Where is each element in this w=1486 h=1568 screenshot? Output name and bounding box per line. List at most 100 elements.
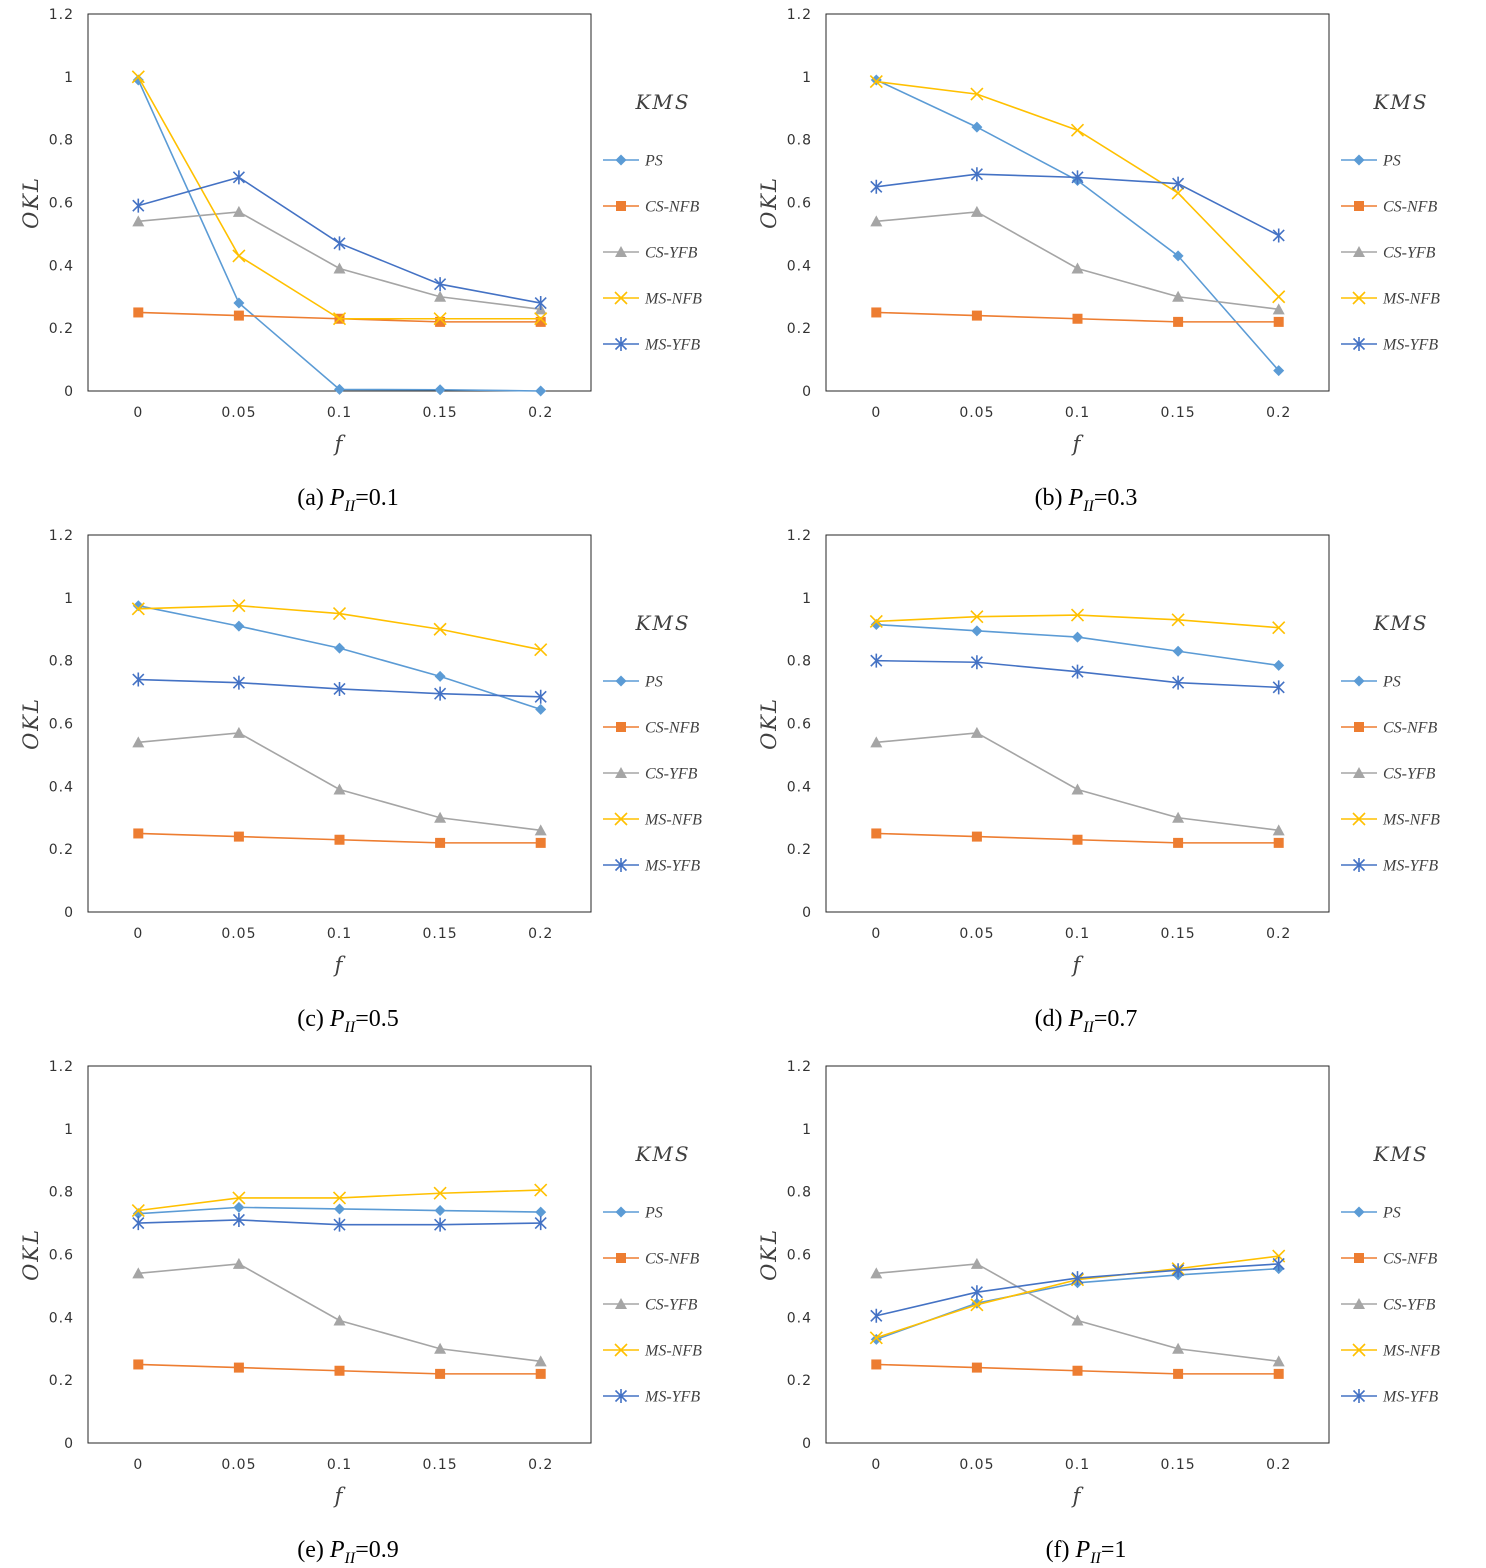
x-tick-label: 0.1 — [1065, 1457, 1090, 1473]
series-ms-nfb — [131, 1183, 548, 1218]
x-tick-label: 0.15 — [423, 926, 458, 942]
legend-marker — [1352, 1343, 1366, 1357]
series-ms-nfb — [131, 599, 548, 657]
panel-caption: (c) PII=0.5 — [297, 1006, 399, 1036]
data-point — [131, 1203, 145, 1218]
series-cs-nfb — [871, 307, 1284, 327]
x-tick-label: 0.15 — [1161, 405, 1196, 421]
data-point — [434, 811, 447, 823]
data-point — [334, 642, 345, 654]
legend-item: CS-NFB — [1341, 199, 1437, 216]
data-point — [1071, 664, 1084, 679]
series-ms-yfb — [870, 653, 1285, 695]
data-point — [535, 1206, 547, 1218]
y-axis-label: OKL — [757, 697, 781, 750]
legend-marker — [614, 337, 628, 351]
data-point — [1173, 1368, 1184, 1379]
data-point — [1071, 1314, 1084, 1326]
legend-label: CS-YFB — [1383, 1297, 1436, 1314]
legend-title: KMS — [1372, 90, 1428, 114]
x-axis-label: f — [1071, 953, 1084, 977]
series-ms-yfb — [132, 1212, 547, 1232]
data-point — [1272, 680, 1285, 695]
x-tick-label: 0.1 — [327, 405, 352, 421]
data-point — [535, 1368, 546, 1379]
legend-title: KMS — [1372, 611, 1428, 635]
x-tick-label: 0.2 — [1266, 926, 1291, 942]
series-line — [876, 623, 1279, 667]
legend-label: PS — [644, 153, 663, 170]
y-tick-label: 0.6 — [787, 196, 812, 212]
data-point — [870, 653, 883, 668]
data-point — [433, 312, 447, 326]
series-ms-yfb — [132, 170, 547, 311]
legend-title: KMS — [634, 90, 690, 114]
legend-item: MS-YFB — [1341, 337, 1438, 354]
data-point — [871, 307, 882, 318]
data-point — [333, 1314, 346, 1326]
data-point — [870, 74, 882, 86]
y-tick-label: 1.2 — [787, 7, 812, 23]
legend-item: MS-NFB — [603, 812, 702, 829]
x-tick-label: 0 — [871, 1457, 881, 1473]
y-tick-label: 0.4 — [49, 779, 74, 795]
data-point — [869, 74, 883, 89]
x-tick-label: 0 — [133, 1457, 143, 1473]
data-point — [333, 262, 346, 274]
data-point — [1273, 1368, 1284, 1379]
y-tick-label: 0.2 — [787, 1373, 812, 1389]
data-point — [334, 834, 345, 845]
data-point — [1172, 1263, 1185, 1278]
y-tick-label: 0.4 — [787, 779, 812, 795]
data-point — [131, 70, 145, 84]
legend-item: CS-YFB — [1341, 1297, 1436, 1314]
x-tick-label: 0 — [133, 926, 143, 942]
data-point — [535, 385, 547, 397]
y-tick-label: 0.2 — [787, 321, 812, 337]
series-line — [876, 732, 1279, 832]
data-point — [1171, 186, 1185, 200]
series-cs-yfb — [870, 1257, 1285, 1367]
data-point — [870, 1308, 883, 1323]
panel-caption: (a) PII=0.1 — [297, 485, 399, 515]
legend-item: MS-NFB — [1341, 1343, 1440, 1360]
chart-panel: 0 0.2 0.4 0.6 0.8 1 1.2 0 0.05 0.1 0.15 0.2 f OKL KMS P… — [757, 1059, 1440, 1567]
y-tick-label: 1.2 — [49, 528, 74, 544]
legend-item: MS-NFB — [603, 291, 702, 308]
y-tick-label: 0 — [64, 384, 74, 400]
legend-item: MS-YFB — [603, 337, 700, 354]
data-point — [534, 296, 547, 311]
data-point — [1072, 313, 1083, 324]
x-tick-label: 0 — [871, 926, 881, 942]
series-ms-nfb — [131, 70, 548, 326]
legend-label: CS-YFB — [645, 766, 698, 783]
x-tick-label: 0.1 — [327, 1457, 352, 1473]
data-point — [1070, 123, 1085, 137]
data-point — [534, 643, 548, 657]
legend-item: CS-NFB — [603, 1251, 699, 1268]
data-point — [332, 312, 347, 326]
series-cs-yfb — [870, 726, 1285, 836]
plot-frame — [825, 534, 1330, 913]
series-ps — [132, 600, 547, 715]
y-tick-label: 1 — [64, 1122, 74, 1138]
data-point — [132, 198, 145, 213]
legend-marker — [1354, 201, 1364, 211]
plot-frame — [87, 534, 592, 913]
data-point — [971, 831, 982, 842]
y-tick-label: 0 — [64, 905, 74, 921]
data-point — [1172, 1342, 1185, 1354]
data-point — [871, 1359, 882, 1370]
legend-marker — [614, 858, 628, 872]
series-ms-yfb — [870, 1256, 1285, 1323]
series-cs-yfb — [132, 1257, 547, 1367]
legend-marker — [614, 291, 628, 305]
series-line — [138, 1263, 541, 1363]
data-point — [1171, 613, 1185, 627]
panel-caption: (f) PII=1 — [1046, 1537, 1127, 1567]
series-ms-yfb — [132, 672, 547, 704]
data-point — [131, 602, 145, 616]
legend-item: CS-NFB — [603, 199, 699, 216]
x-tick-label: 0.05 — [221, 1457, 256, 1473]
legend-item: PS — [603, 1205, 663, 1222]
